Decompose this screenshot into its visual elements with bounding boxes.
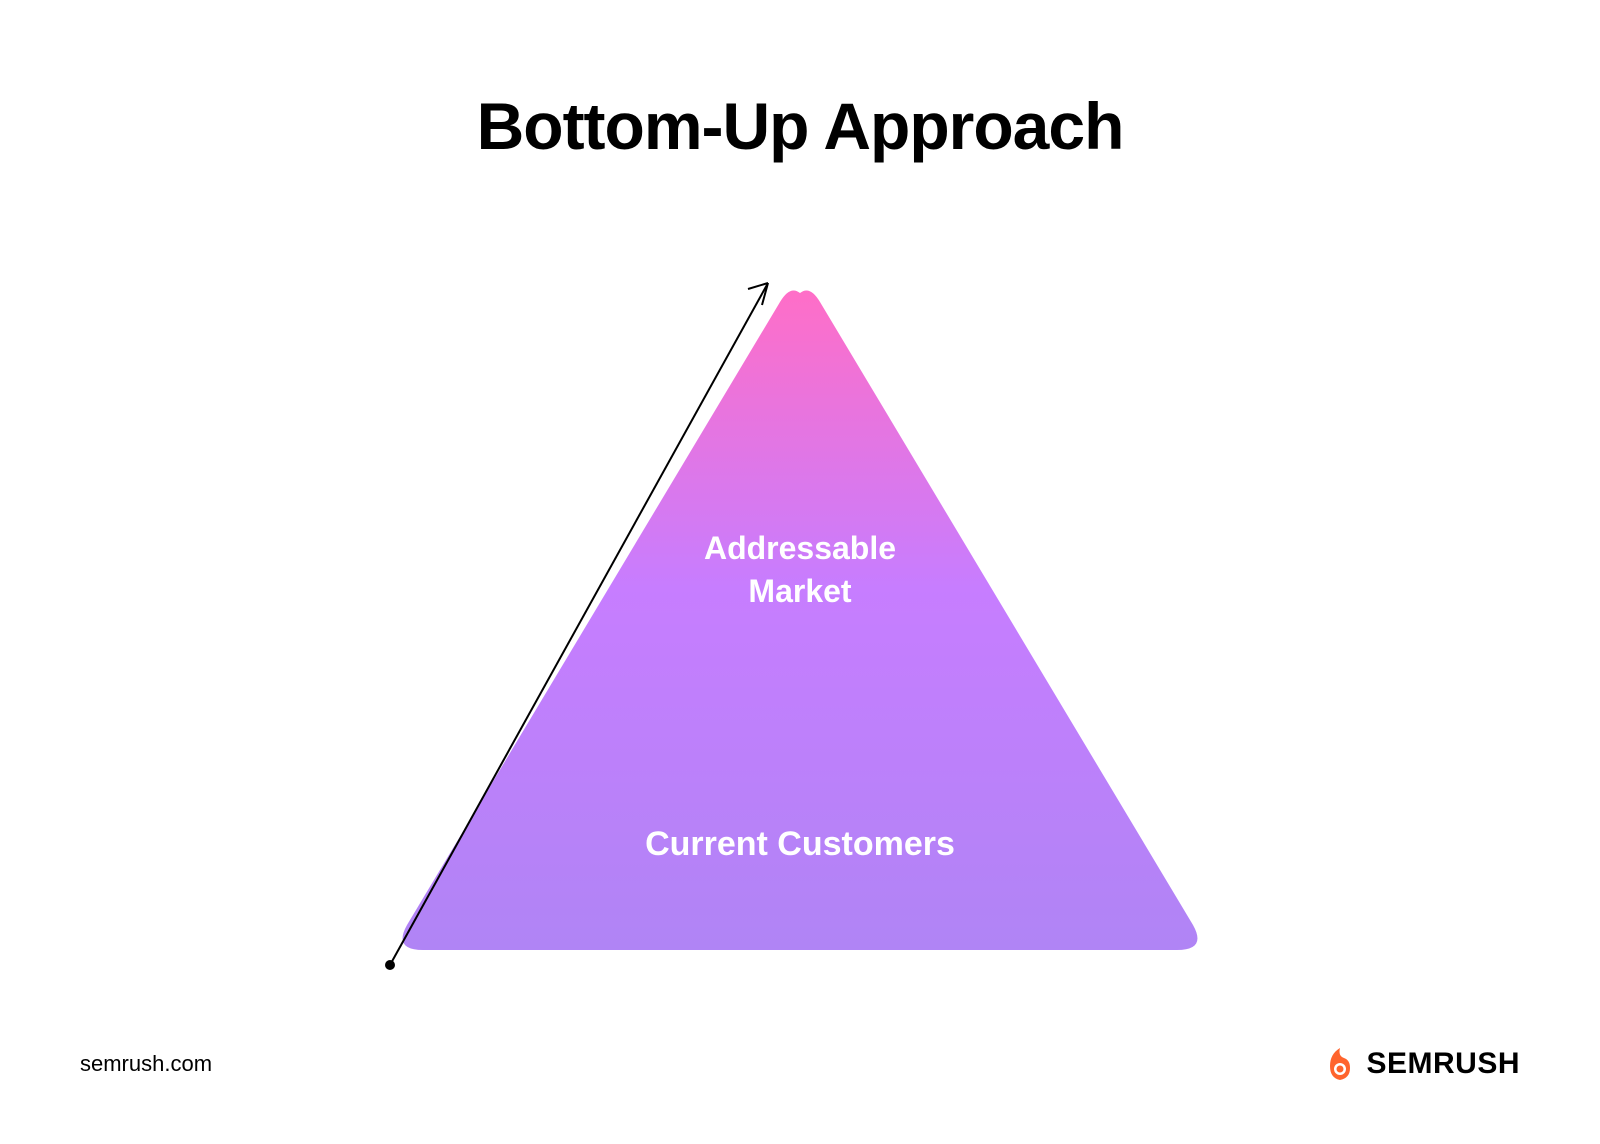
- pyramid-diagram: Addressable Market Current Customers: [350, 285, 1250, 985]
- pyramid-label-bottom: Current Customers: [350, 825, 1250, 864]
- footer: semrush.com SEMRUSH: [0, 1044, 1600, 1084]
- label-top-line2: Market: [748, 573, 851, 609]
- flame-icon: [1320, 1044, 1360, 1084]
- page-title: Bottom-Up Approach: [0, 88, 1600, 164]
- brand-logo: SEMRUSH: [1320, 1044, 1520, 1084]
- brand-name: SEMRUSH: [1366, 1047, 1520, 1081]
- label-top-line1: Addressable: [704, 530, 896, 566]
- pyramid-label-top: Addressable Market: [350, 527, 1250, 613]
- footer-url: semrush.com: [80, 1051, 212, 1077]
